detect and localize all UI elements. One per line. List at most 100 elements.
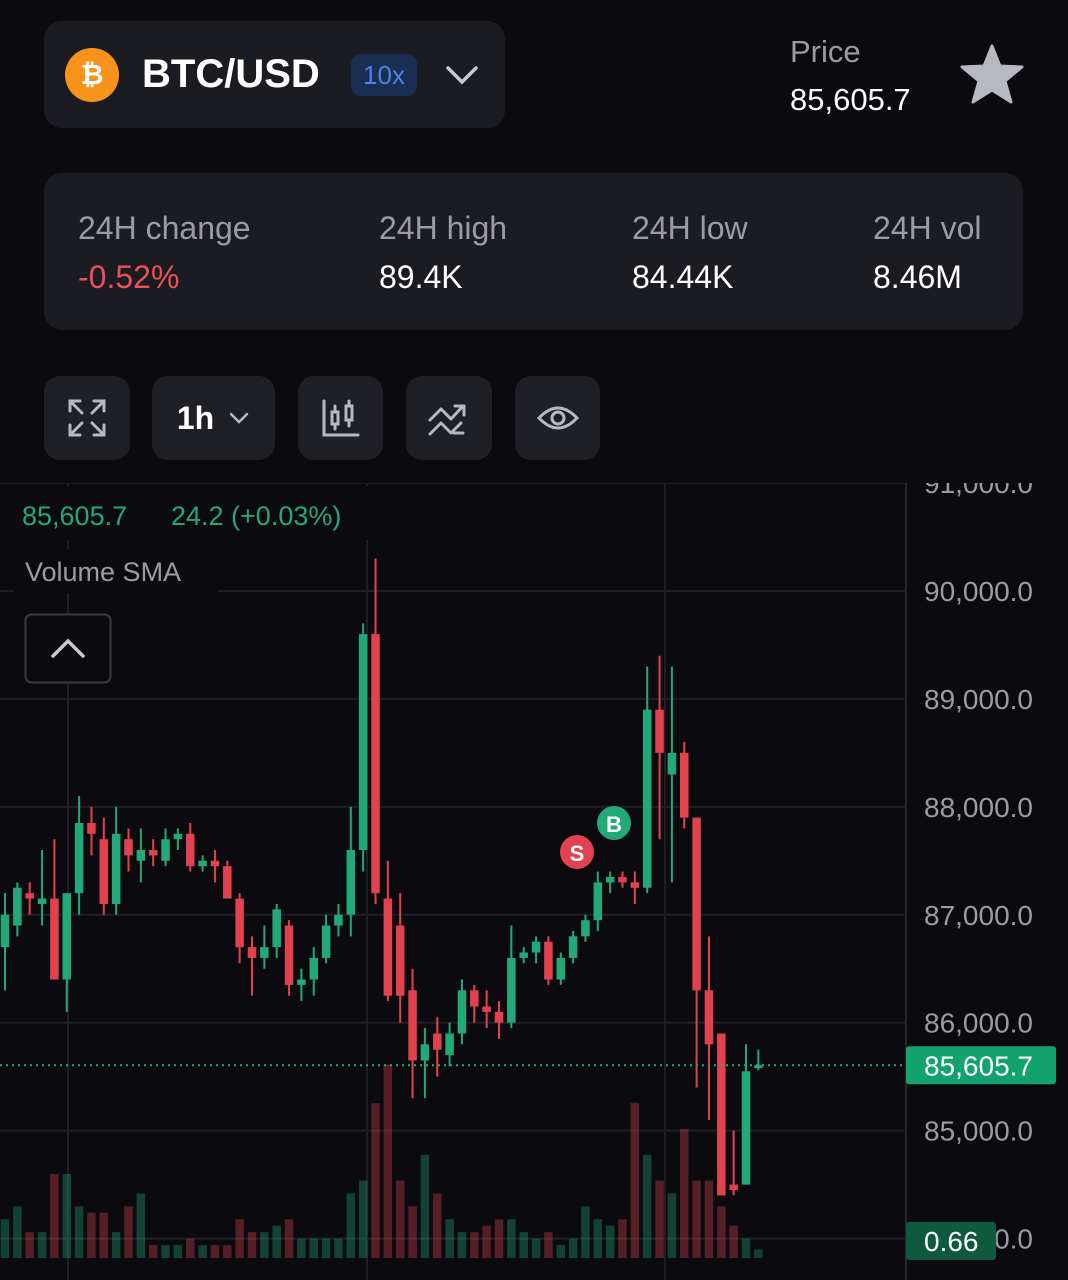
volume-bar xyxy=(371,1103,380,1258)
drawing-button[interactable] xyxy=(406,376,492,460)
candle-body xyxy=(358,634,368,850)
stat-value: 84.44K xyxy=(632,259,734,295)
volume-badge xyxy=(906,1222,996,1260)
volume-bar xyxy=(321,1238,331,1258)
volume-bar xyxy=(445,1219,454,1258)
volume-bar xyxy=(395,1180,405,1258)
volume-bar xyxy=(704,1180,714,1258)
buy-marker-label: B xyxy=(606,812,622,837)
interval-button[interactable]: 1h xyxy=(152,376,275,460)
volume-bar xyxy=(741,1238,751,1258)
stat-value: 89.4K xyxy=(379,259,463,295)
volume-bar xyxy=(186,1238,195,1258)
candle-body xyxy=(260,947,269,958)
volume-bar xyxy=(667,1193,677,1258)
drawing-icon xyxy=(428,404,466,436)
collapse-button[interactable] xyxy=(24,613,112,684)
candle-body xyxy=(13,887,22,926)
volume-bar xyxy=(642,1154,652,1258)
candle-body xyxy=(605,876,615,883)
volume-bar xyxy=(630,1103,640,1258)
candle-body xyxy=(235,898,244,948)
candle-body xyxy=(321,925,331,958)
stat-label: 24H low xyxy=(632,210,748,246)
candle-body xyxy=(74,823,84,894)
dropdown-chevron xyxy=(446,66,478,85)
chart: 84,000.085,000.086,000.087,000.088,000.0… xyxy=(0,483,1056,1280)
fullscreen-button[interactable] xyxy=(44,376,130,460)
volume-bar xyxy=(334,1238,343,1258)
candle-body xyxy=(383,898,393,996)
volume-bar xyxy=(556,1245,565,1258)
sell-marker xyxy=(560,835,594,869)
volume-bar xyxy=(470,1232,479,1258)
stat-value: -0.52% xyxy=(78,259,180,295)
volume-bar xyxy=(87,1212,96,1258)
candle-body xyxy=(148,849,158,856)
interval-label: 1h xyxy=(176,399,215,436)
indicator-button[interactable] xyxy=(298,376,383,460)
volume-bar xyxy=(581,1206,590,1258)
volume-bar xyxy=(346,1193,356,1258)
indicator-label: Volume SMA xyxy=(25,557,181,587)
candle-body xyxy=(581,920,590,937)
candle-body xyxy=(272,909,281,948)
candle-body xyxy=(618,876,627,883)
candle-body xyxy=(544,941,553,980)
candle-body xyxy=(593,882,603,921)
volume-bar xyxy=(37,1232,47,1258)
candle-body xyxy=(482,1006,491,1012)
candle-body xyxy=(371,634,380,894)
candle-body xyxy=(568,936,578,958)
candle-body xyxy=(334,914,343,926)
stat-value: 8.46M xyxy=(873,259,962,295)
stat-label: 24H vol xyxy=(873,210,982,246)
volume-bar xyxy=(754,1249,763,1258)
volume-bar xyxy=(0,1219,10,1258)
y-tick-label: 87,000.0 xyxy=(924,900,1033,931)
candle-layer xyxy=(0,558,763,1196)
candle-body xyxy=(754,1065,763,1069)
volume-bar xyxy=(148,1245,158,1258)
candle-body xyxy=(655,709,664,753)
last-price-label: 85,605.7 xyxy=(924,1050,1033,1081)
indicator-icon xyxy=(322,399,359,437)
volume-bar xyxy=(50,1174,59,1258)
volume-bar xyxy=(25,1232,34,1258)
buy-marker xyxy=(597,806,631,840)
candle-body xyxy=(630,882,640,888)
volume-bar xyxy=(544,1232,553,1258)
y-tick-label: 91,000.0 xyxy=(924,483,1033,499)
pair-name: BTC/USD xyxy=(142,52,320,96)
candle-body xyxy=(667,752,677,775)
volume-bar xyxy=(161,1245,170,1258)
pair-selector[interactable] xyxy=(44,21,505,128)
volume-bar xyxy=(62,1174,71,1258)
volume-bar xyxy=(605,1225,615,1258)
volume-bar xyxy=(383,1064,393,1258)
eye-icon xyxy=(536,406,579,430)
legend-change: 24.2 (+0.03%) xyxy=(171,501,341,531)
volume-bar xyxy=(358,1180,368,1258)
volume-label: 0.66 xyxy=(924,1226,979,1257)
candle-body xyxy=(309,957,318,980)
visibility-button[interactable] xyxy=(515,376,600,460)
favorite-star[interactable] xyxy=(960,44,1024,106)
candle-body xyxy=(210,860,220,867)
volume-bar xyxy=(568,1238,578,1258)
btc-icon: ₿ xyxy=(65,48,119,102)
last-price-badge xyxy=(906,1046,1056,1085)
candle-body xyxy=(470,990,479,1007)
candle-body xyxy=(507,957,516,1023)
volume-bar xyxy=(74,1206,84,1258)
volume-bar xyxy=(124,1206,133,1258)
candle-body xyxy=(37,898,47,904)
y-tick-label: 86,000.0 xyxy=(924,1008,1033,1039)
volume-bar xyxy=(223,1245,232,1258)
volume-bar xyxy=(494,1219,504,1258)
volume-bar xyxy=(655,1180,664,1258)
volume-bar xyxy=(309,1238,318,1258)
candle-body xyxy=(111,833,121,904)
candle-body xyxy=(420,1044,430,1061)
y-tick-label: 85,000.0 xyxy=(924,1116,1033,1147)
